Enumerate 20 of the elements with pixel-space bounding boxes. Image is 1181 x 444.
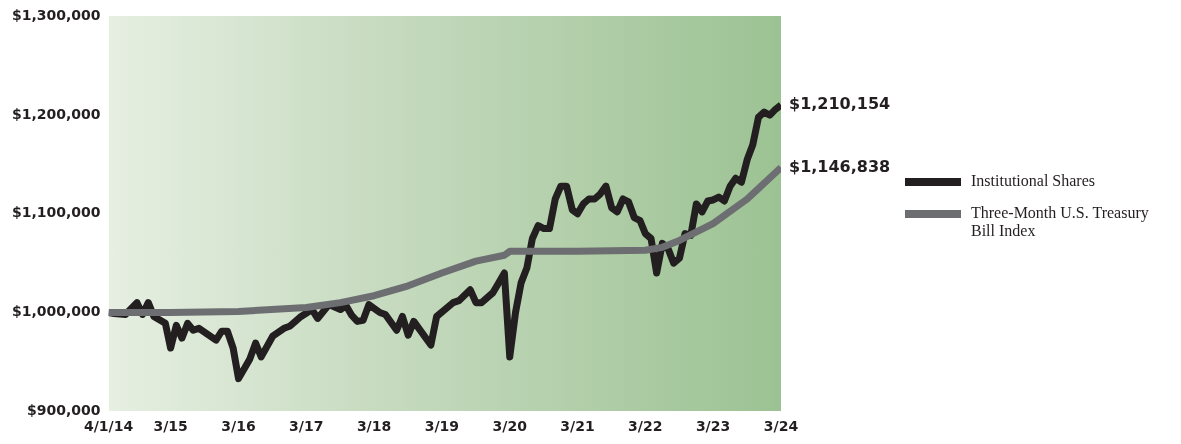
legend-label: Three-Month U.S. Treasury Bill Index <box>971 204 1150 240</box>
x-tick-label: 3/24 <box>763 418 799 435</box>
y-tick-label: $1,200,000 <box>11 105 101 122</box>
x-tick-label: 3/15 <box>153 418 188 435</box>
x-tick-label: 3/21 <box>560 418 595 435</box>
legend-label: Institutional Shares <box>971 172 1095 190</box>
x-tick-label: 3/18 <box>356 418 392 435</box>
y-tick-label: $1,100,000 <box>11 204 101 221</box>
annotation: $1,146,838 <box>789 156 891 176</box>
y-tick-label: $1,300,000 <box>11 7 101 24</box>
y-tick-label: $900,000 <box>27 401 101 418</box>
x-tick-label: 3/23 <box>695 418 731 435</box>
x-tick-label: 4/1/14 <box>83 418 134 435</box>
x-tick-label: 3/16 <box>221 418 256 435</box>
x-tick-label: 3/19 <box>424 418 459 435</box>
y-tick-label: $1,000,000 <box>11 303 101 320</box>
x-tick-label: 3/22 <box>628 418 663 435</box>
x-tick-label: 3/20 <box>492 418 528 435</box>
annotation: $1,210,154 <box>789 94 891 114</box>
x-tick-label: 3/17 <box>289 418 324 435</box>
